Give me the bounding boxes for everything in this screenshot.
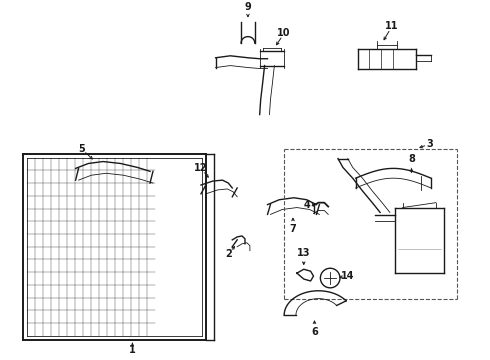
Text: 2: 2 — [225, 248, 232, 258]
Text: 1: 1 — [129, 345, 136, 355]
Text: 5: 5 — [78, 144, 85, 154]
Text: 6: 6 — [311, 327, 318, 337]
Text: 12: 12 — [194, 163, 208, 174]
Text: 9: 9 — [245, 2, 251, 12]
Text: 7: 7 — [290, 224, 296, 234]
Text: 8: 8 — [408, 154, 415, 165]
Text: 10: 10 — [277, 28, 291, 38]
Text: 3: 3 — [427, 139, 434, 149]
Text: 14: 14 — [341, 271, 355, 281]
Text: 13: 13 — [297, 248, 311, 258]
Text: 11: 11 — [385, 22, 398, 31]
Text: 4: 4 — [303, 199, 310, 210]
